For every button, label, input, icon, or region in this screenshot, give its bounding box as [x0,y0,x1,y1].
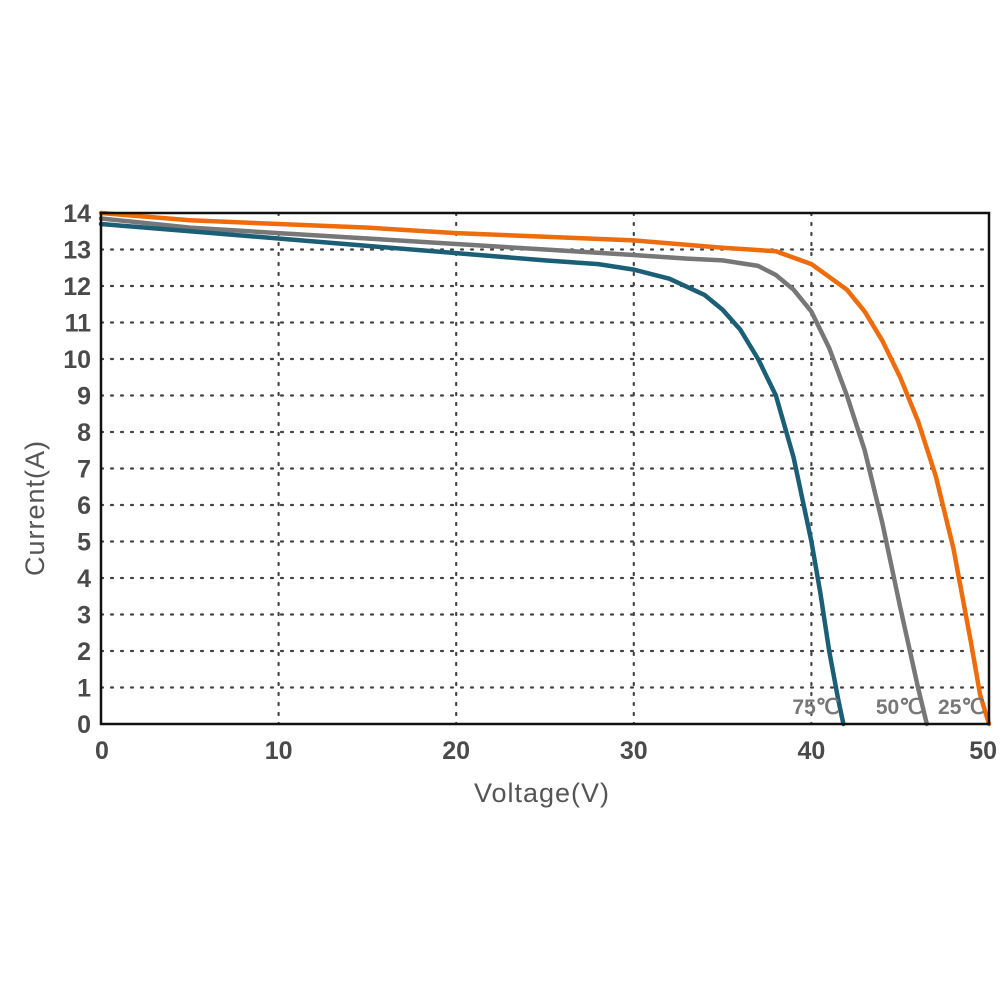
plot-frame [99,211,991,726]
y-tick-label-7: 7 [77,456,91,484]
y-tick-label-6: 6 [77,492,91,520]
curve-label-1: 50℃ [876,696,923,719]
y-tick-label-4: 4 [77,565,91,593]
y-tick-label-11: 11 [65,310,92,338]
y-tick-label-5: 5 [77,529,91,557]
x-axis-title: Voltage(V) [474,778,610,808]
grid-lines [99,211,991,726]
series-line-2 [98,221,846,727]
y-tick-label-2: 2 [77,638,91,666]
x-tick-labels: 0 10 20 30 40 50 [95,737,997,765]
y-axis-title: Current(A) [20,440,50,576]
x-tick-label-1: 10 [265,737,293,765]
y-tick-label-9: 9 [77,383,91,411]
y-tick-label-8: 8 [77,419,91,447]
x-tick-label-4: 40 [797,737,825,765]
x-tick-label-2: 20 [442,737,470,765]
x-tick-label-0: 0 [95,737,109,765]
series-line-0 [98,210,992,727]
y-tick-label-12: 12 [63,273,91,301]
y-tick-label-0: 0 [77,711,91,739]
curve-label-2: 25℃ [938,696,985,719]
x-tick-label-5: 50 [969,737,997,765]
curve-labels: 75℃ 50℃ 25℃ [792,696,985,719]
y-tick-label-14: 14 [63,200,91,228]
series-lines [98,210,992,727]
y-tick-label-3: 3 [77,602,91,630]
y-tick-label-10: 10 [63,346,91,374]
y-tick-label-1: 1 [77,675,91,703]
y-tick-label-13: 13 [63,237,91,265]
series-line-1 [98,216,930,727]
x-tick-label-3: 30 [620,737,648,765]
curve-label-0: 75℃ [792,696,839,719]
